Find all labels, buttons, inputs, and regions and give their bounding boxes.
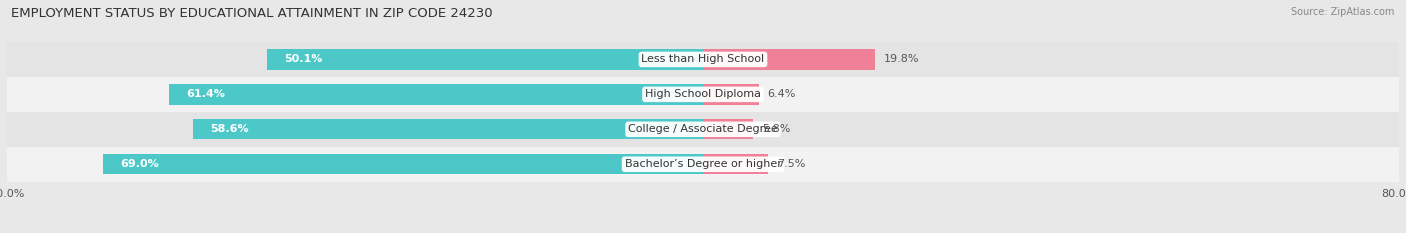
Bar: [703, 154, 768, 174]
Text: EMPLOYMENT STATUS BY EDUCATIONAL ATTAINMENT IN ZIP CODE 24230: EMPLOYMENT STATUS BY EDUCATIONAL ATTAINM…: [11, 7, 494, 20]
Bar: [7, 42, 1399, 77]
Bar: [703, 49, 876, 69]
Text: 61.4%: 61.4%: [186, 89, 225, 99]
Text: 58.6%: 58.6%: [211, 124, 249, 134]
Text: 7.5%: 7.5%: [778, 159, 806, 169]
Text: 19.8%: 19.8%: [884, 55, 920, 64]
Bar: [169, 84, 703, 105]
Text: 6.4%: 6.4%: [768, 89, 796, 99]
Bar: [7, 77, 1399, 112]
Text: 69.0%: 69.0%: [120, 159, 159, 169]
Bar: [7, 147, 1399, 182]
Text: College / Associate Degree: College / Associate Degree: [628, 124, 778, 134]
Bar: [103, 154, 703, 174]
Bar: [267, 49, 703, 69]
Text: 5.8%: 5.8%: [762, 124, 790, 134]
Text: Source: ZipAtlas.com: Source: ZipAtlas.com: [1291, 7, 1395, 17]
Bar: [193, 119, 703, 139]
Bar: [703, 84, 759, 105]
Bar: [703, 119, 754, 139]
Text: Bachelor’s Degree or higher: Bachelor’s Degree or higher: [624, 159, 782, 169]
Bar: [7, 112, 1399, 147]
Text: 50.1%: 50.1%: [284, 55, 323, 64]
Text: Less than High School: Less than High School: [641, 55, 765, 64]
Text: High School Diploma: High School Diploma: [645, 89, 761, 99]
